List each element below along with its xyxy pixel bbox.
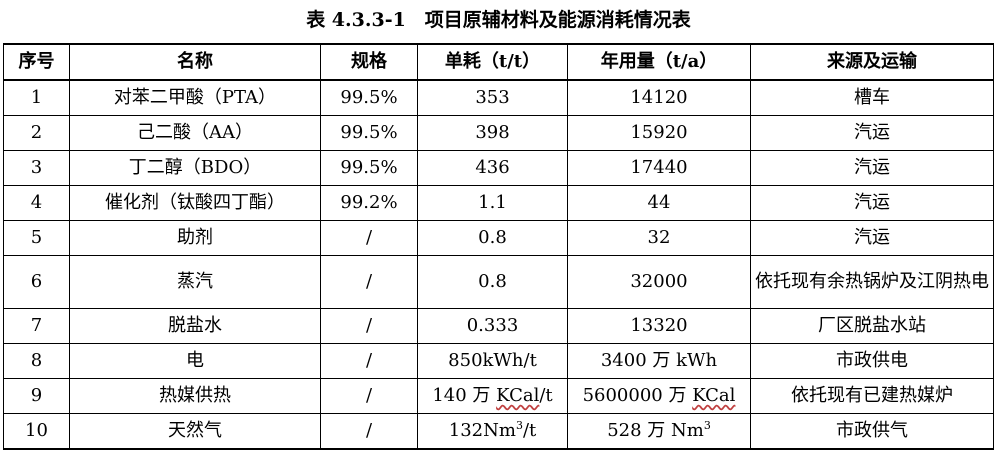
unit-value: 140 万 — [432, 385, 497, 406]
cell-spec: / — [320, 308, 418, 344]
cell-annual-usage: 5600000 万 KCal — [567, 378, 751, 414]
cell-source: 汽运 — [750, 220, 994, 256]
cell-annual-usage: 32 — [567, 220, 751, 256]
annual-value: 528 万 Nm — [607, 420, 704, 441]
cell-spec: / — [320, 343, 418, 379]
cell-annual-usage: 3400 万 kWh — [567, 343, 751, 379]
cell-spec: / — [320, 413, 418, 450]
cell-spec: 99.2% — [320, 185, 418, 221]
cell-name: 天然气 — [69, 413, 321, 450]
cell-source: 市政供电 — [750, 343, 994, 379]
cell-unit-consumption: 398 — [417, 115, 568, 151]
materials-table: 序号 名称 规格 单耗（t/t） 年用量（t/a） 来源及运输 1 对苯二甲酸（… — [3, 43, 994, 450]
cell-no: 5 — [3, 220, 70, 256]
cell-name: 热媒供热 — [69, 378, 321, 414]
cell-unit-consumption: 140 万 KCal/t — [417, 378, 568, 414]
table-row: 1 对苯二甲酸（PTA） 99.5% 353 14120 槽车 — [3, 79, 994, 116]
cell-annual-usage: 14120 — [567, 79, 751, 116]
cell-spec: / — [320, 255, 418, 309]
cell-unit-consumption: 0.8 — [417, 220, 568, 256]
cell-no: 7 — [3, 308, 70, 344]
annual-superscript: 3 — [703, 419, 711, 432]
cell-spec: / — [320, 378, 418, 414]
unit-kcal: KCal — [496, 385, 540, 406]
cell-name: 对苯二甲酸（PTA） — [69, 79, 321, 116]
cell-no: 2 — [3, 115, 70, 151]
cell-spec: 99.5% — [320, 79, 418, 116]
table-row: 8 电 / 850kWh/t 3400 万 kWh 市政供电 — [3, 343, 994, 379]
cell-spec: / — [320, 220, 418, 256]
header-unit-consumption: 单耗（t/t） — [417, 43, 568, 81]
cell-annual-usage: 13320 — [567, 308, 751, 344]
cell-name: 助剂 — [69, 220, 321, 256]
cell-no: 1 — [3, 79, 70, 116]
cell-spec: 99.5% — [320, 115, 418, 151]
cell-name: 己二酸（AA） — [69, 115, 321, 151]
table-row: 7 脱盐水 / 0.333 13320 厂区脱盐水站 — [3, 308, 994, 344]
cell-source: 厂区脱盐水站 — [750, 308, 994, 344]
cell-name: 蒸汽 — [69, 255, 321, 309]
cell-annual-usage: 15920 — [567, 115, 751, 151]
cell-no: 6 — [3, 255, 70, 309]
cell-unit-consumption: 353 — [417, 79, 568, 116]
cell-source: 汽运 — [750, 150, 994, 186]
table-row: 5 助剂 / 0.8 32 汽运 — [3, 220, 994, 256]
annual-kcal: KCal — [692, 385, 736, 406]
cell-name: 催化剂（钛酸四丁酯） — [69, 185, 321, 221]
cell-source: 汽运 — [750, 115, 994, 151]
header-name: 名称 — [69, 43, 321, 81]
annual-value: 5600000 万 — [582, 385, 693, 406]
cell-source: 槽车 — [750, 79, 994, 116]
table-row: 6 蒸汽 / 0.8 32000 依托现有余热锅炉及江阴热电 — [3, 255, 994, 309]
cell-unit-consumption: 436 — [417, 150, 568, 186]
header-source: 来源及运输 — [750, 43, 994, 81]
cell-source: 市政供气 — [750, 413, 994, 450]
cell-name: 脱盐水 — [69, 308, 321, 344]
cell-annual-usage: 32000 — [567, 255, 751, 309]
table-row: 4 催化剂（钛酸四丁酯） 99.2% 1.1 44 汽运 — [3, 185, 994, 221]
cell-annual-usage: 528 万 Nm3 — [567, 413, 751, 450]
cell-no: 9 — [3, 378, 70, 414]
header-spec: 规格 — [320, 43, 418, 81]
cell-unit-consumption: 1.1 — [417, 185, 568, 221]
cell-no: 3 — [3, 150, 70, 186]
cell-spec: 99.5% — [320, 150, 418, 186]
cell-source: 依托现有余热锅炉及江阴热电 — [750, 255, 994, 309]
cell-annual-usage: 44 — [567, 185, 751, 221]
unit-superscript: 3 — [515, 419, 523, 432]
cell-name: 丁二醇（BDO） — [69, 150, 321, 186]
header-row: 序号 名称 规格 单耗（t/t） 年用量（t/a） 来源及运输 — [3, 43, 994, 81]
cell-unit-consumption: 0.333 — [417, 308, 568, 344]
cell-no: 10 — [3, 413, 70, 450]
table-row: 10 天然气 / 132Nm3/t 528 万 Nm3 市政供气 — [3, 413, 994, 450]
unit-per-t: /t — [539, 385, 553, 406]
header-no: 序号 — [3, 43, 70, 81]
table-row: 2 己二酸（AA） 99.5% 398 15920 汽运 — [3, 115, 994, 151]
unit-per-t: /t — [522, 420, 537, 441]
cell-unit-consumption: 850kWh/t — [417, 343, 568, 379]
header-annual-usage: 年用量（t/a） — [567, 43, 751, 81]
cell-source: 汽运 — [750, 185, 994, 221]
table-title: 表 4.3.3-1 项目原辅材料及能源消耗情况表 — [306, 9, 691, 31]
cell-unit-consumption: 0.8 — [417, 255, 568, 309]
cell-no: 8 — [3, 343, 70, 379]
cell-unit-consumption: 132Nm3/t — [417, 413, 568, 450]
cell-no: 4 — [3, 185, 70, 221]
table-row: 3 丁二醇（BDO） 99.5% 436 17440 汽运 — [3, 150, 994, 186]
table-row: 9 热媒供热 / 140 万 KCal/t 5600000 万 KCal 依托现… — [3, 378, 994, 414]
unit-value: 132Nm — [448, 420, 516, 441]
cell-annual-usage: 17440 — [567, 150, 751, 186]
cell-name: 电 — [69, 343, 321, 379]
cell-source: 依托现有已建热媒炉 — [750, 378, 994, 414]
